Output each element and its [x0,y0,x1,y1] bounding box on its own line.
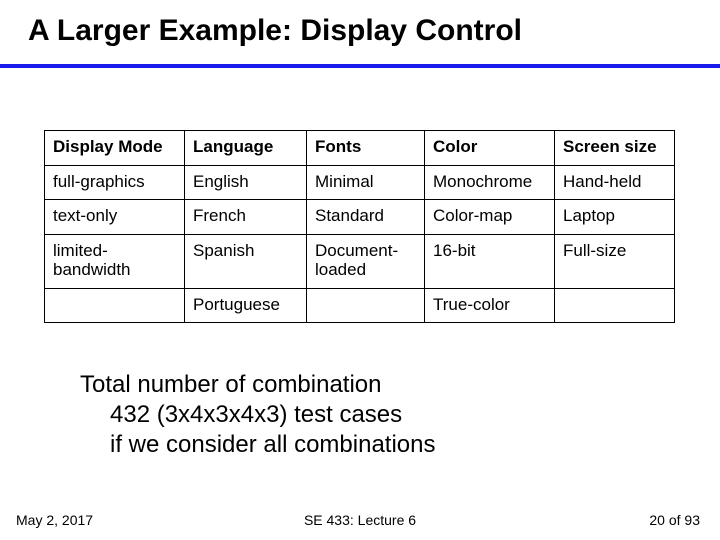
slide: A Larger Example: Display Control Displa… [0,0,720,540]
slide-title: A Larger Example: Display Control [0,0,720,48]
cell: Monochrome [425,165,555,200]
cell [307,288,425,323]
cell: French [185,200,307,235]
cell: Minimal [307,165,425,200]
table-header-row: Display Mode Language Fonts Color Screen… [45,131,675,166]
cell [555,288,675,323]
cell: Color-map [425,200,555,235]
cell: Portuguese [185,288,307,323]
table-row: full-graphics English Minimal Monochrome… [45,165,675,200]
cell: Full-size [555,234,675,288]
table-row: Portuguese True-color [45,288,675,323]
cell: full-graphics [45,165,185,200]
body-text: Total number of combination 432 (3x4x3x4… [80,370,436,460]
cell: Spanish [185,234,307,288]
title-rule [0,64,720,68]
cell [45,288,185,323]
table-row: limited-bandwidth Spanish Document-loade… [45,234,675,288]
cell: limited-bandwidth [45,234,185,288]
col-header: Display Mode [45,131,185,166]
table: Display Mode Language Fonts Color Screen… [44,130,675,323]
cell: 16-bit [425,234,555,288]
body-line: 432 (3x4x3x4x3) test cases [80,400,436,430]
cell: Hand-held [555,165,675,200]
parameters-table: Display Mode Language Fonts Color Screen… [44,130,675,323]
footer-center: SE 433: Lecture 6 [0,512,720,528]
col-header: Fonts [307,131,425,166]
col-header: Screen size [555,131,675,166]
cell: Standard [307,200,425,235]
cell: Document-loaded [307,234,425,288]
cell: text-only [45,200,185,235]
col-header: Language [185,131,307,166]
cell: Laptop [555,200,675,235]
col-header: Color [425,131,555,166]
cell: English [185,165,307,200]
body-line: if we consider all combinations [80,430,436,460]
body-line: Total number of combination [80,370,436,400]
footer-page: 20 of 93 [649,512,700,528]
table-row: text-only French Standard Color-map Lapt… [45,200,675,235]
cell: True-color [425,288,555,323]
